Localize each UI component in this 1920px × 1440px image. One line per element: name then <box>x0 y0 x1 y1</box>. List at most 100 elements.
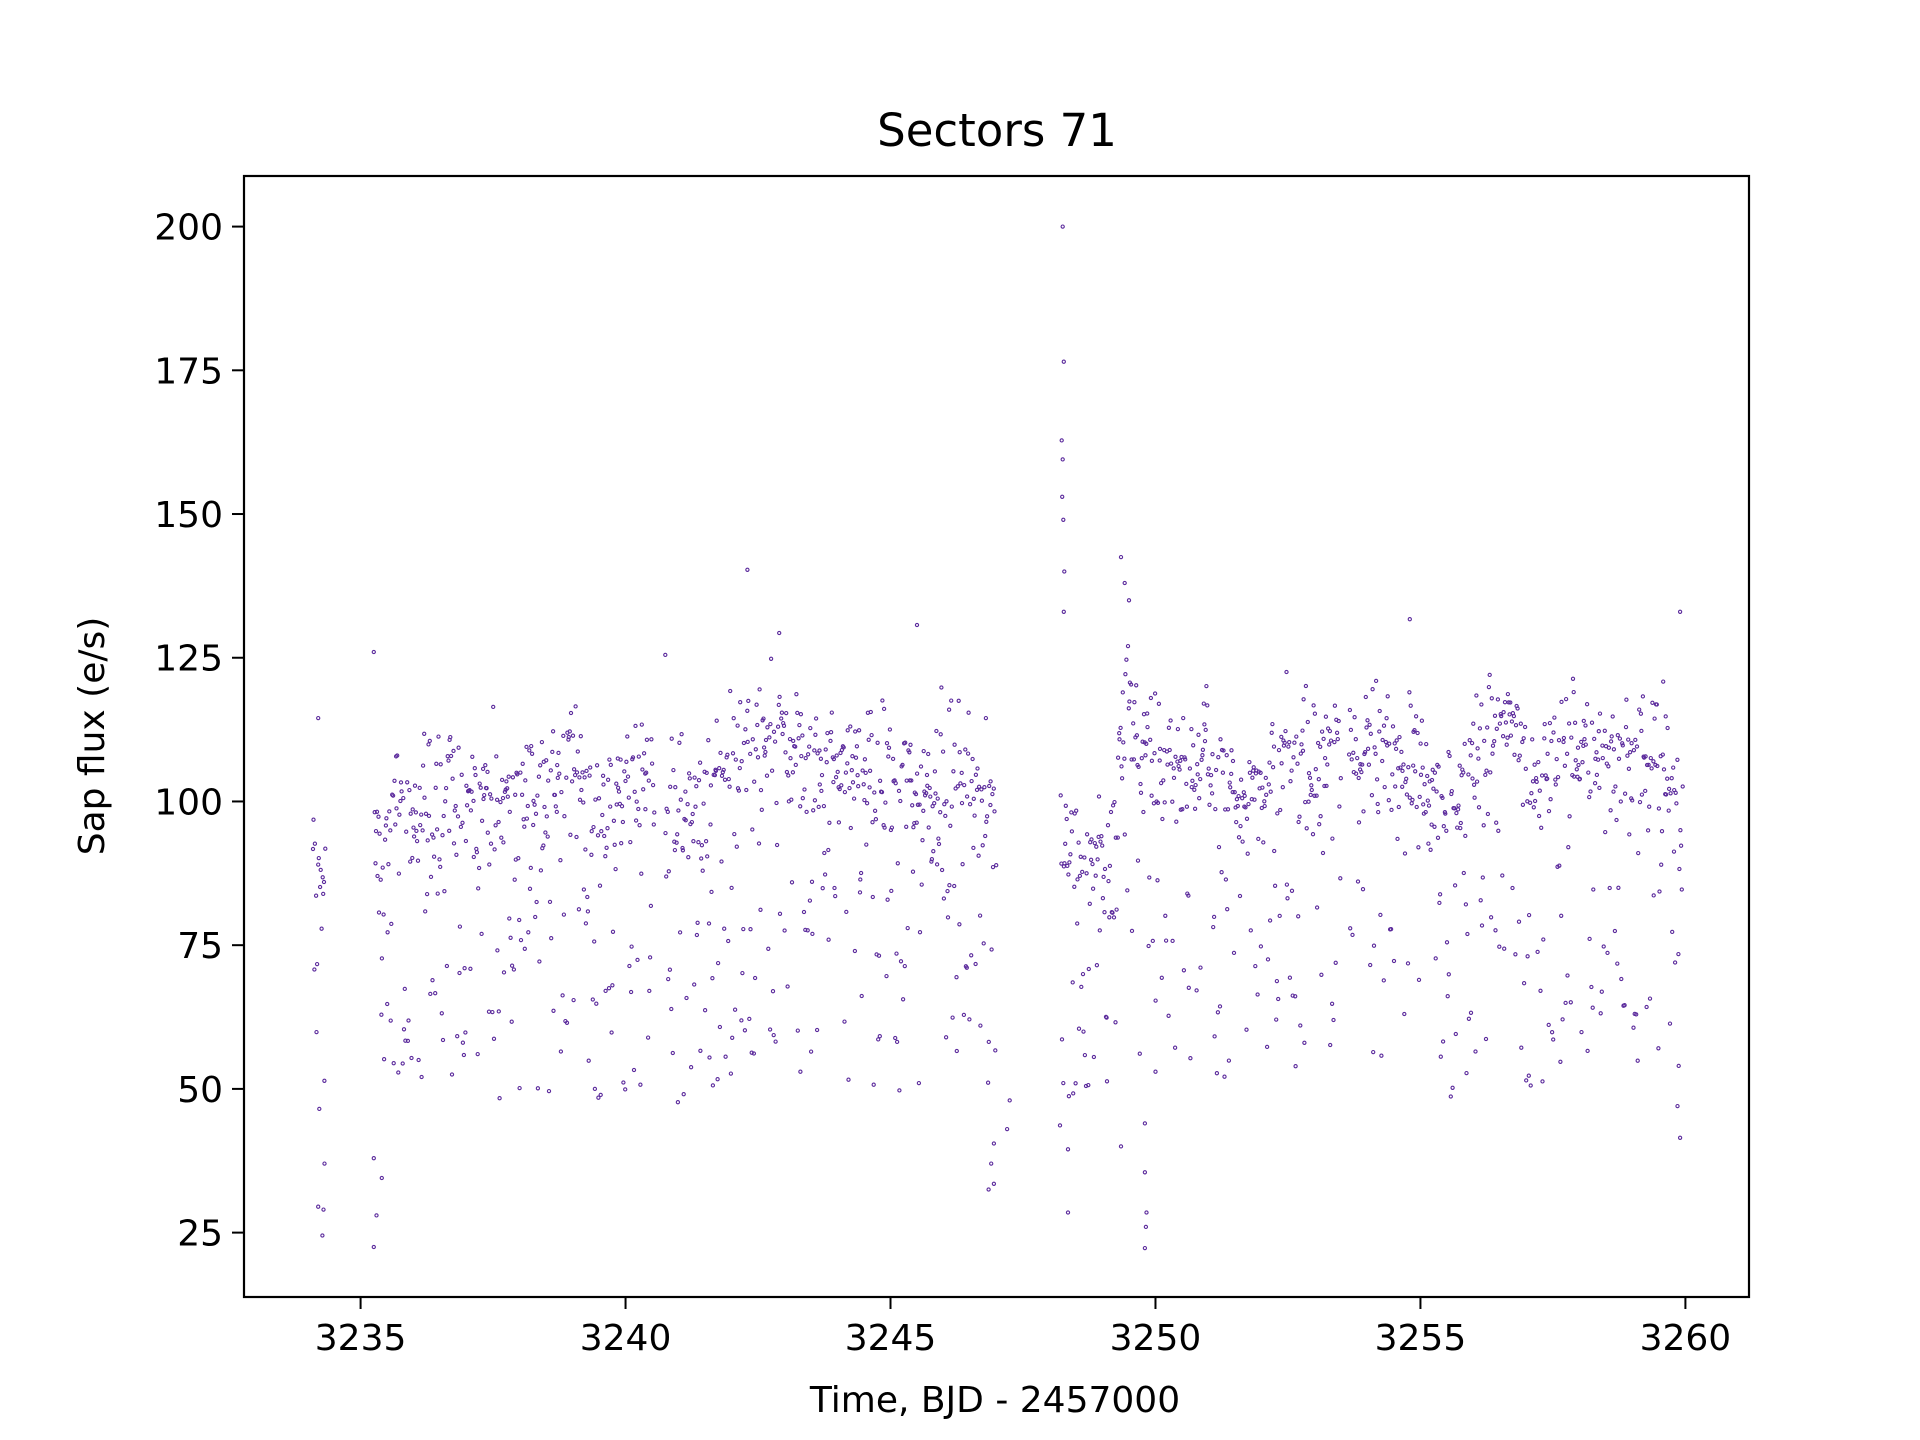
data-point <box>1067 860 1072 865</box>
data-point <box>478 785 483 790</box>
data-point <box>1575 745 1581 750</box>
data-point <box>506 774 511 779</box>
data-point <box>392 778 397 783</box>
data-point <box>1137 1051 1142 1056</box>
data-point <box>398 798 403 804</box>
data-point <box>589 852 594 857</box>
data-point <box>693 804 698 809</box>
data-point <box>1265 957 1271 962</box>
data-point <box>1262 799 1267 804</box>
data-point <box>696 778 702 783</box>
data-point <box>992 809 997 814</box>
data-point <box>1264 1044 1270 1050</box>
data-point <box>517 917 522 923</box>
data-point <box>870 894 875 900</box>
data-point <box>1089 837 1094 842</box>
data-point <box>451 841 457 846</box>
data-point <box>1472 795 1477 800</box>
data-point <box>784 769 790 775</box>
data-point <box>741 740 747 746</box>
data-point <box>312 841 318 846</box>
data-point <box>1584 702 1590 707</box>
data-point <box>509 1019 514 1024</box>
data-point <box>1661 679 1666 684</box>
data-point <box>645 1035 651 1040</box>
data-point <box>1411 763 1416 768</box>
data-point <box>1466 772 1471 777</box>
data-point <box>1236 835 1242 840</box>
data-point <box>1388 926 1394 932</box>
data-point <box>1468 753 1473 758</box>
data-point <box>1087 901 1092 906</box>
data-point <box>496 819 501 825</box>
data-point <box>485 769 490 775</box>
data-point <box>701 801 706 806</box>
data-point <box>1110 910 1115 915</box>
data-point <box>677 930 683 935</box>
data-point <box>1267 918 1273 923</box>
data-point <box>1091 1054 1097 1060</box>
data-point <box>1675 1103 1680 1109</box>
data-point <box>1629 741 1634 746</box>
data-point <box>1215 1010 1221 1015</box>
data-point <box>803 927 808 933</box>
data-point <box>1192 787 1197 792</box>
data-point <box>476 886 481 891</box>
data-point <box>852 948 858 954</box>
data-point <box>508 935 513 940</box>
data-point <box>471 798 476 804</box>
data-point <box>1312 711 1318 716</box>
data-point <box>813 716 819 721</box>
data-point <box>1163 913 1168 918</box>
data-point <box>1373 751 1378 756</box>
data-point <box>1559 913 1564 918</box>
data-point <box>371 1244 376 1250</box>
data-point <box>1485 725 1490 730</box>
data-point <box>962 782 967 788</box>
data-point <box>710 1083 716 1088</box>
data-point <box>1285 896 1290 901</box>
data-point <box>926 751 931 757</box>
data-point <box>967 1017 972 1022</box>
data-point <box>1618 799 1623 804</box>
data-point <box>853 755 859 760</box>
data-point <box>1588 789 1593 794</box>
data-point <box>876 1037 881 1042</box>
y-tick-label: 200 <box>154 208 223 249</box>
data-point <box>433 785 438 790</box>
data-point <box>441 813 446 819</box>
data-point <box>463 1030 468 1035</box>
data-point <box>450 776 455 781</box>
data-point <box>1488 770 1493 775</box>
data-point <box>678 797 683 802</box>
data-point <box>491 1036 497 1041</box>
data-point <box>912 820 917 826</box>
data-point <box>855 773 860 778</box>
data-point <box>499 777 505 783</box>
y-tick-label: 150 <box>154 495 223 536</box>
data-point <box>1639 728 1644 734</box>
data-point <box>528 865 533 871</box>
data-point <box>1651 759 1656 764</box>
data-point <box>1061 609 1066 614</box>
data-point <box>1145 724 1150 730</box>
data-point <box>1189 784 1194 790</box>
data-point <box>1152 751 1157 756</box>
data-point <box>1167 747 1172 753</box>
data-point <box>1614 817 1619 823</box>
data-point <box>1627 750 1633 755</box>
data-point <box>1380 758 1385 764</box>
data-point <box>567 729 572 734</box>
data-point <box>416 1057 421 1063</box>
data-point <box>1128 682 1134 687</box>
data-point <box>917 802 922 807</box>
data-point <box>619 804 625 809</box>
data-point <box>1529 791 1534 796</box>
data-point <box>798 712 804 717</box>
data-point <box>404 829 409 834</box>
data-point <box>519 792 525 797</box>
data-point <box>1360 762 1365 767</box>
data-point <box>1178 758 1183 763</box>
data-point <box>1428 847 1433 852</box>
data-point <box>713 768 719 774</box>
